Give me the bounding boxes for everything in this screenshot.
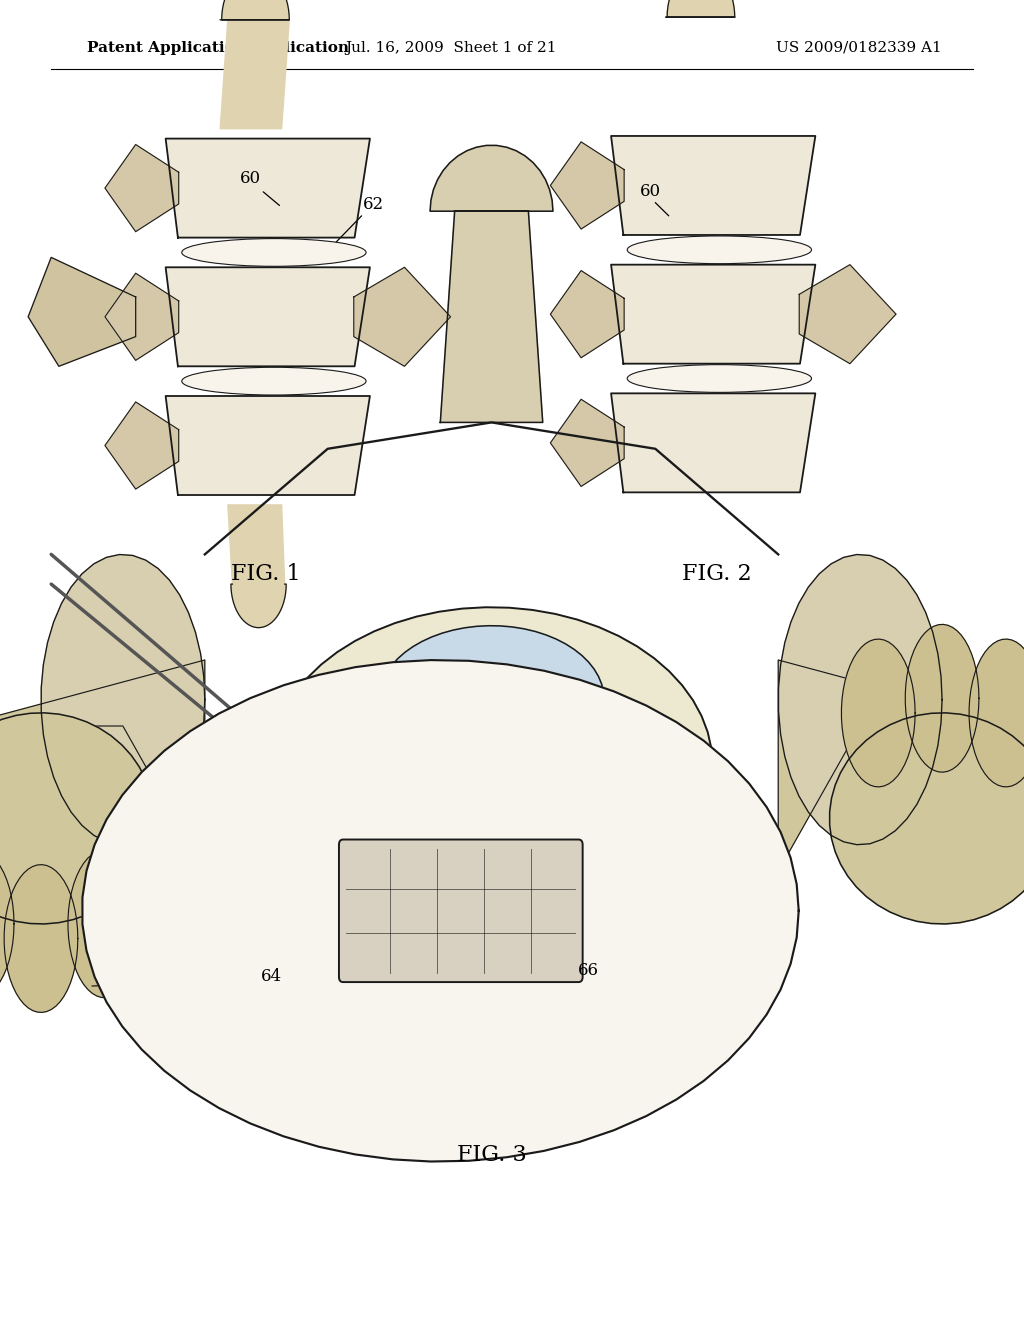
Polygon shape: [166, 139, 370, 238]
Polygon shape: [105, 273, 178, 360]
Polygon shape: [611, 393, 815, 492]
Polygon shape: [105, 401, 178, 490]
Polygon shape: [551, 399, 624, 487]
Text: 66: 66: [579, 962, 599, 978]
Polygon shape: [166, 267, 370, 366]
Polygon shape: [799, 264, 896, 363]
Text: 60: 60: [241, 170, 261, 186]
Ellipse shape: [182, 239, 367, 267]
Polygon shape: [270, 607, 713, 924]
Ellipse shape: [182, 367, 367, 395]
Polygon shape: [778, 660, 1024, 871]
Text: FIG. 1: FIG. 1: [231, 564, 301, 585]
Ellipse shape: [627, 236, 811, 264]
Polygon shape: [666, 0, 735, 17]
Polygon shape: [905, 624, 979, 772]
Polygon shape: [379, 626, 604, 774]
Polygon shape: [354, 267, 451, 366]
Polygon shape: [969, 639, 1024, 787]
Polygon shape: [29, 257, 135, 366]
Text: US 2009/0182339 A1: US 2009/0182339 A1: [776, 41, 942, 54]
Polygon shape: [68, 850, 141, 998]
Polygon shape: [551, 141, 624, 230]
Polygon shape: [231, 585, 286, 627]
Text: FIG. 3: FIG. 3: [457, 1144, 526, 1166]
Polygon shape: [166, 396, 370, 495]
Text: 60: 60: [640, 183, 660, 199]
Text: Patent Application Publication: Patent Application Publication: [87, 41, 349, 54]
FancyBboxPatch shape: [339, 840, 583, 982]
Polygon shape: [551, 271, 624, 358]
Polygon shape: [0, 660, 205, 871]
Text: Jul. 16, 2009  Sheet 1 of 21: Jul. 16, 2009 Sheet 1 of 21: [345, 41, 556, 54]
Polygon shape: [611, 136, 815, 235]
Polygon shape: [440, 211, 543, 422]
Polygon shape: [778, 554, 942, 845]
Polygon shape: [430, 145, 553, 211]
Polygon shape: [0, 713, 154, 924]
Polygon shape: [0, 850, 14, 998]
Polygon shape: [611, 264, 815, 363]
Polygon shape: [41, 554, 205, 845]
Polygon shape: [227, 506, 285, 585]
Polygon shape: [842, 639, 915, 787]
Polygon shape: [4, 865, 78, 1012]
Polygon shape: [666, 0, 735, 17]
Polygon shape: [220, 0, 290, 20]
Polygon shape: [220, 20, 290, 128]
Text: FIG. 2: FIG. 2: [682, 564, 752, 585]
Text: 64: 64: [261, 969, 282, 985]
Polygon shape: [105, 144, 178, 232]
Polygon shape: [829, 713, 1024, 924]
Ellipse shape: [627, 364, 811, 392]
Text: 62: 62: [364, 197, 384, 213]
Polygon shape: [82, 660, 799, 1162]
